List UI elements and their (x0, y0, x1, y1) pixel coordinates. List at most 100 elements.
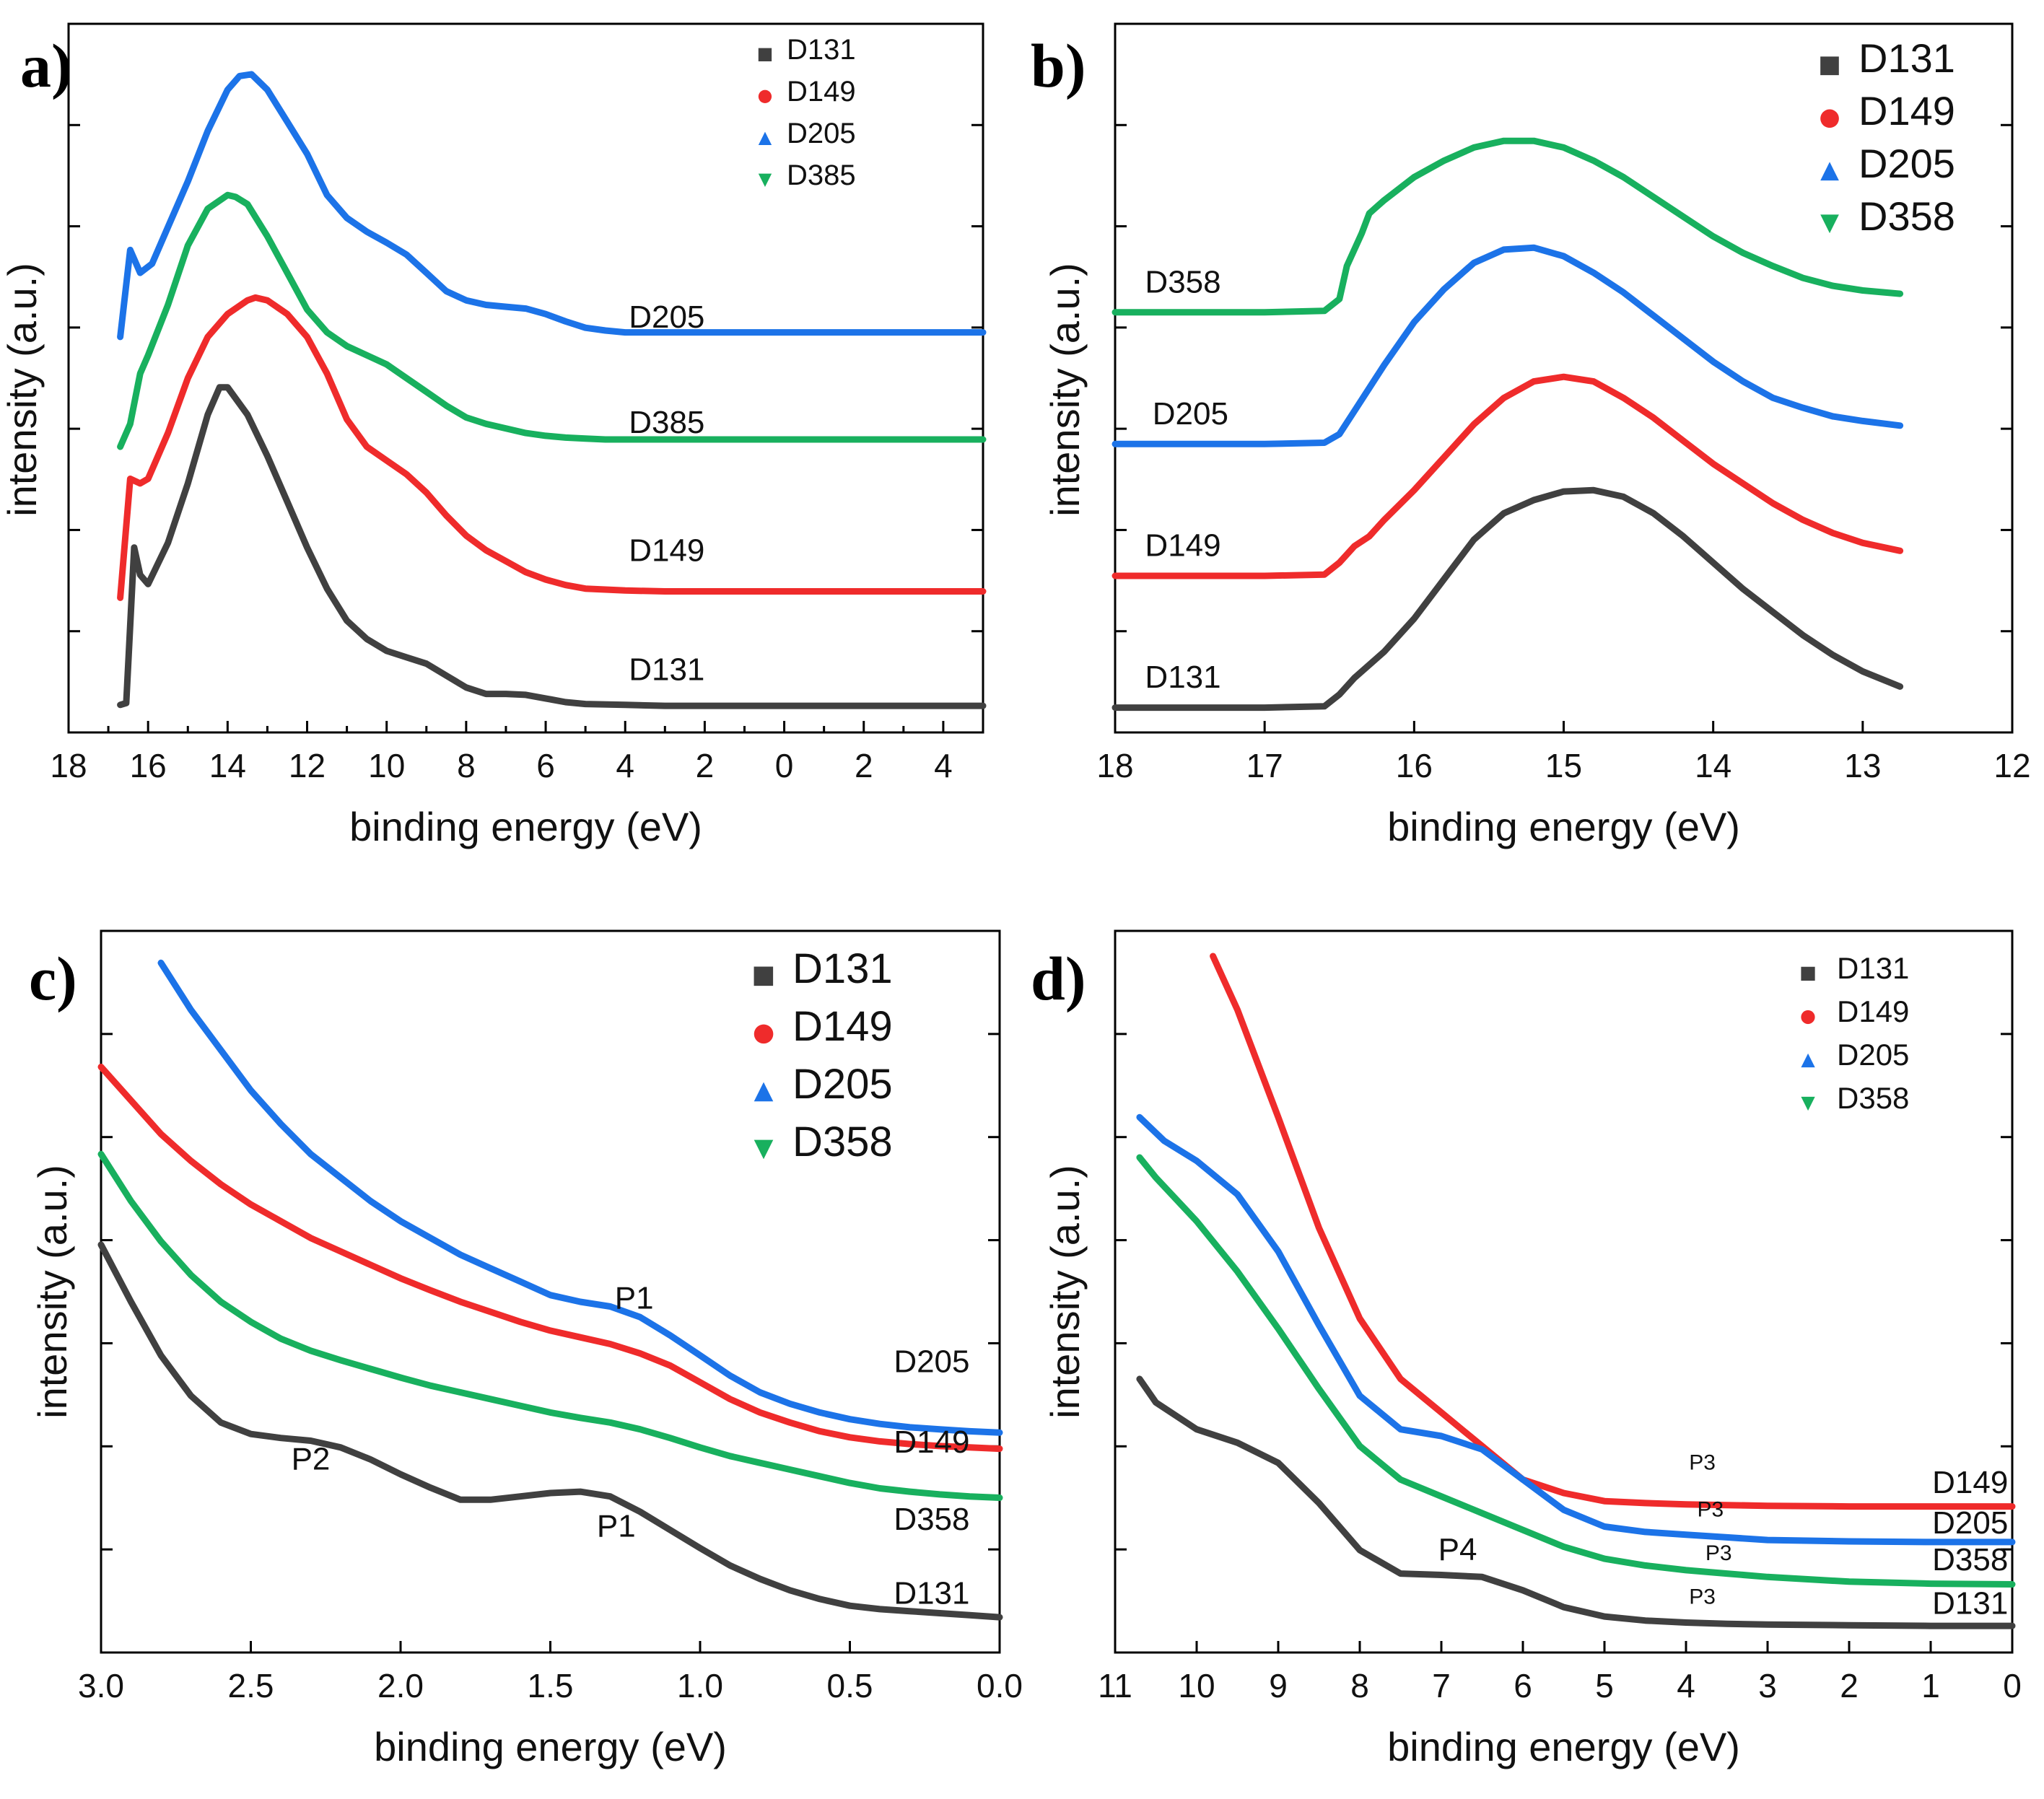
x-tick-label: 17 (1246, 747, 1283, 784)
x-tick-label: 15 (1545, 747, 1582, 784)
legend-entry-d131: D131 (792, 945, 893, 992)
x-tick-label: 16 (1396, 747, 1433, 784)
legend-entry-d358: D358 (1859, 193, 1955, 239)
legend-marker-d149: ● (758, 85, 773, 105)
legend-entry-d131: D131 (1837, 951, 1909, 985)
legend: ■ D131 ● D149 ▲ D205 ▼ D385 (757, 34, 856, 191)
x-tick-label: 8 (457, 747, 476, 784)
y-axis-label: intensity (a.u.) (1042, 263, 1088, 517)
x-tick-label: 4 (1677, 1667, 1695, 1704)
x-axis-label: binding energy (eV) (1387, 1724, 1740, 1769)
legend-entry-d358: D358 (792, 1119, 893, 1165)
y-axis-label: intensity (a.u.) (1042, 1165, 1088, 1419)
series-d131-line (1136, 1375, 2016, 1629)
series-d205-line (1136, 1113, 2016, 1546)
series-d149-line (117, 294, 987, 601)
legend-entry-d149: D149 (1859, 88, 1955, 133)
legend-marker-d205: ▲ (1820, 155, 1839, 183)
x-tick-label: 0.5 (827, 1667, 873, 1704)
legend-entry-d385: D385 (787, 159, 856, 191)
legend-marker-d149: ● (1819, 102, 1840, 131)
peak-annotation: P1 (615, 1280, 654, 1316)
panel-b-label: b) (1031, 31, 1086, 100)
series-d131-line (97, 1241, 1003, 1621)
y-axis-label: intensity (a.u.) (30, 1165, 75, 1419)
series-d149-label: D149 (1145, 528, 1220, 564)
panel-a: a) 18 16 14 12 10 8 6 4 2 0 2 4 binding energy (eV) i… (0, 22, 987, 849)
panel-b: b) 18 17 16 15 14 13 12 binding energy (eV) inte… (1031, 22, 2031, 849)
series-d131-line (117, 384, 987, 709)
series-d205-label: D205 (1153, 396, 1228, 432)
x-tick-label: 2.0 (377, 1667, 424, 1704)
x-tick-label: 18 (50, 747, 87, 784)
series-d205-label: D205 (629, 299, 704, 335)
panel-a-label: a) (20, 31, 72, 100)
series-d358-line (1111, 137, 1904, 316)
x-tick-label: 8 (1350, 1667, 1369, 1704)
x-tick-label: 12 (289, 747, 326, 784)
legend-marker-d131: ■ (757, 43, 774, 64)
x-tick-label: 0 (2003, 1667, 2022, 1704)
series-d205-label: D205 (1932, 1505, 2008, 1541)
legend-entry-d205: D205 (792, 1061, 893, 1108)
x-tick-label: 3.0 (78, 1667, 124, 1704)
series-d358-label: D358 (1932, 1542, 2008, 1577)
legend: ■ D131 ● D149 ▲ D205 ▼ D358 (752, 945, 893, 1165)
x-axis-label: binding energy (eV) (1387, 804, 1740, 849)
series-d149-line (97, 1064, 1003, 1453)
series-d131-label: D131 (629, 652, 704, 688)
x-tick-label: 1.0 (677, 1667, 723, 1704)
series-d205-label: D205 (894, 1344, 969, 1380)
legend-entry-d205: D205 (1837, 1038, 1909, 1072)
legend-entry-d149: D149 (1837, 994, 1909, 1028)
series-d149-label: D149 (894, 1424, 969, 1460)
series-d205-line (117, 71, 987, 341)
series-d358-label: D358 (1145, 264, 1220, 299)
series-d358-line (1136, 1154, 2016, 1588)
panel-c-label: c) (29, 944, 77, 1013)
x-tick-label: 2 (696, 747, 715, 784)
series-d131-line (1111, 486, 1904, 712)
legend-marker-d131: ■ (1799, 962, 1817, 983)
x-tick-label: 16 (130, 747, 167, 784)
x-tick-label: 1.5 (528, 1667, 574, 1704)
peak-annotation: P3 (1705, 1541, 1732, 1565)
x-tick-label: 4 (616, 747, 634, 784)
legend-entry-d131: D131 (1859, 35, 1955, 81)
legend: ■ D131 ● D149 ▲ D205 ▼ D358 (1799, 951, 1909, 1115)
legend-marker-d358: ▼ (1801, 1092, 1815, 1113)
x-tick-label: 9 (1269, 1667, 1288, 1704)
peak-annotation: P2 (292, 1441, 331, 1476)
series-d205-line (157, 959, 1003, 1436)
series-d131-label: D131 (1145, 660, 1220, 695)
legend-marker-d131: ■ (1818, 50, 1841, 78)
x-tick-label: 6 (536, 747, 555, 784)
plot-frame (67, 22, 984, 734)
x-tick-label: 2.5 (228, 1667, 274, 1704)
x-tick-label: 11 (1098, 1667, 1132, 1704)
x-tick-label: 5 (1595, 1667, 1614, 1704)
x-tick-label: 12 (1993, 747, 2030, 784)
legend-marker-d358: ▼ (754, 1134, 774, 1163)
series-d358-label: D358 (894, 1502, 969, 1537)
x-tick-label: 2 (855, 747, 873, 784)
y-axis-label: intensity (a.u.) (0, 263, 45, 517)
peak-annotation: P3 (1689, 1585, 1716, 1608)
series-d131-label: D131 (894, 1575, 969, 1611)
series-d149-label: D149 (1932, 1465, 2008, 1500)
x-tick-label: 14 (209, 747, 246, 784)
legend-marker-d149: ● (1800, 1005, 1816, 1026)
x-tick-label: 13 (1844, 747, 1881, 784)
legend-entry-d131: D131 (787, 34, 856, 66)
panel-c: c) 3.0 2.5 2.0 1.5 1.0 0.5 0.0 binding energy (… (29, 929, 1023, 1769)
legend-marker-d385: ▼ (759, 169, 772, 189)
legend-marker-d205: ▲ (759, 127, 772, 147)
peak-annotation: P1 (597, 1508, 636, 1544)
x-tick-label: 2 (1840, 1667, 1859, 1704)
series-d131-label: D131 (1932, 1585, 2008, 1621)
panel-d-label: d) (1031, 944, 1086, 1013)
legend-entry-d149: D149 (792, 1003, 893, 1050)
x-tick-label: 4 (934, 747, 953, 784)
series-d149-line (1210, 953, 2016, 1510)
series-d149-label: D149 (629, 533, 704, 569)
